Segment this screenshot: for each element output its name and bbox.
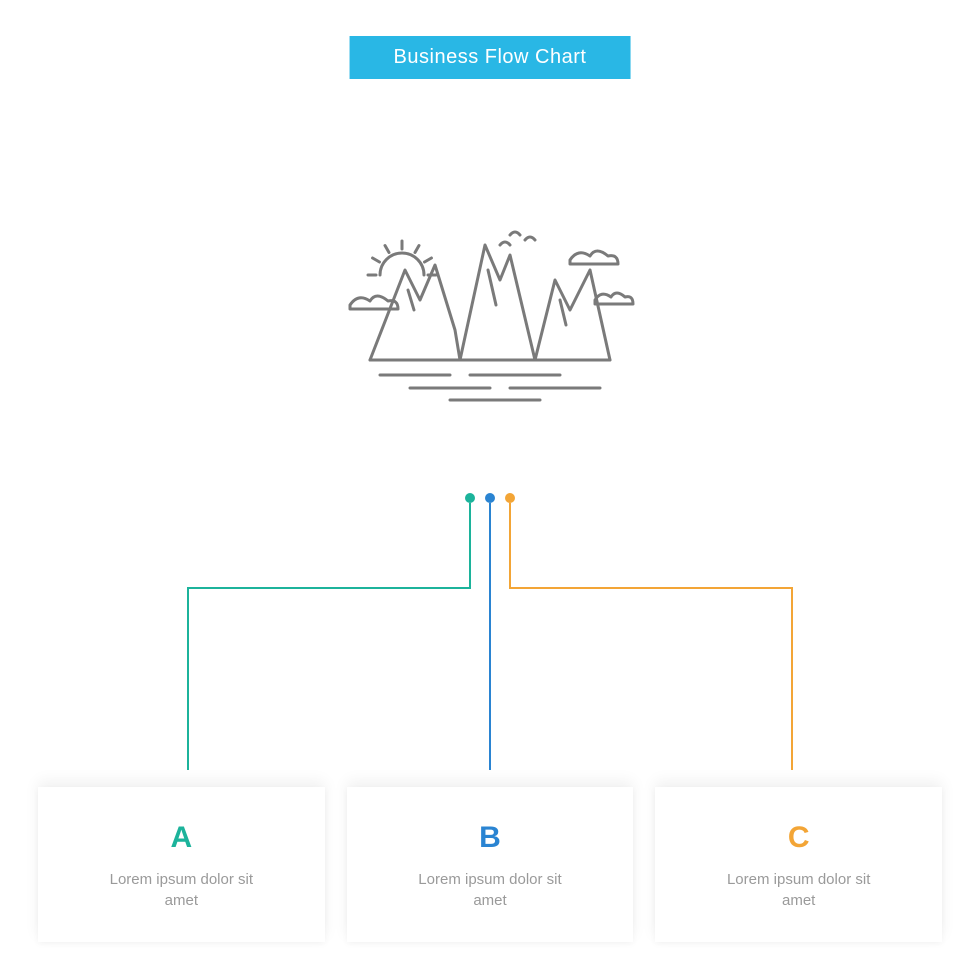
cards-row: A Lorem ipsum dolor sit amet B Lorem ips…	[38, 787, 942, 943]
card-letter: A	[58, 821, 305, 855]
card-text: Lorem ipsum dolor sit amet	[400, 869, 580, 913]
card-a: A Lorem ipsum dolor sit amet	[38, 787, 325, 943]
card-c: C Lorem ipsum dolor sit amet	[655, 787, 942, 943]
mountain-landscape-icon	[310, 210, 670, 410]
card-letter: C	[675, 821, 922, 855]
card-text: Lorem ipsum dolor sit amet	[709, 869, 889, 913]
card-text: Lorem ipsum dolor sit amet	[91, 869, 271, 913]
card-letter: B	[367, 821, 614, 855]
header-bar: Business Flow Chart	[350, 36, 631, 79]
card-b: B Lorem ipsum dolor sit amet	[347, 787, 634, 943]
connector-lines	[0, 410, 980, 770]
